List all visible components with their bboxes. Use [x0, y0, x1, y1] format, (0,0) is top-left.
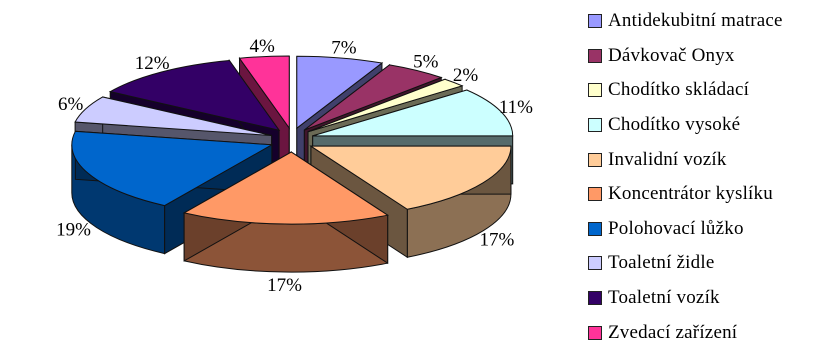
- slice-label-choditko-vysoke: 11%: [499, 97, 533, 118]
- legend-swatch: [588, 152, 602, 167]
- legend-swatch: [588, 83, 602, 98]
- legend-item-toaletni-vozik: Toaletní vozík: [588, 281, 828, 316]
- legend-swatch: [588, 325, 602, 340]
- legend-label: Toaletní vozík: [608, 287, 720, 309]
- slice-label-polohovaci-luzko: 19%: [56, 219, 91, 240]
- slice-label-toaletni-zidle: 6%: [58, 94, 84, 115]
- legend-label: Chodítko vysoké: [608, 114, 741, 136]
- legend-label: Antidekubitní matrace: [608, 10, 783, 32]
- legend-item-toaletni-zidle: Toaletní židle: [588, 246, 828, 281]
- pie-slice-koncentrator-kysliku: [182, 151, 389, 273]
- slice-label-davkovac-onyx: 5%: [413, 52, 439, 73]
- legend-label: Chodítko skládací: [608, 79, 750, 101]
- legend-item-davkovac-onyx: Dávkovač Onyx: [588, 39, 828, 74]
- legend-swatch: [588, 187, 602, 202]
- legend-swatch: [588, 221, 602, 236]
- legend-item-choditko-skladaci: Chodítko skládací: [588, 73, 828, 108]
- legend-label: Toaletní židle: [608, 252, 715, 274]
- legend-item-polohovaci-luzko: Polohovací lůžko: [588, 212, 828, 247]
- legend-swatch: [588, 118, 602, 133]
- slice-label-koncentrator-kysliku: 17%: [267, 275, 302, 296]
- legend-label: Koncentrátor kyslíku: [608, 183, 773, 205]
- legend-label: Invalidní vozík: [608, 148, 727, 170]
- legend-item-antidekubitni-matrace: Antidekubitní matrace: [588, 4, 828, 39]
- slice-label-antidekubitni-matrace: 7%: [331, 38, 357, 59]
- legend-swatch: [588, 291, 602, 306]
- legend-swatch: [588, 14, 602, 29]
- legend-label: Zvedací zařízení: [608, 321, 738, 343]
- slice-label-invalidni-vozik: 17%: [479, 230, 514, 251]
- legend-swatch: [588, 256, 602, 271]
- slice-label-choditko-skladaci: 2%: [453, 65, 479, 86]
- pie-plot: 7% 5% 2% 11% 17% 17% 19% 6% 12% 4%: [56, 36, 533, 296]
- legend-item-invalidni-vozik: Invalidní vozík: [588, 142, 828, 177]
- legend-label: Dávkovač Onyx: [608, 44, 735, 66]
- legend-label: Polohovací lůžko: [608, 217, 744, 239]
- legend-item-choditko-vysoke: Chodítko vysoké: [588, 108, 828, 143]
- slice-label-zvedaci-zarizeni: 4%: [250, 36, 276, 57]
- legend: Antidekubitní matrace Dávkovač Onyx Chodít…: [588, 4, 828, 350]
- legend-item-zvedaci-zarizeni: Zvedací zařízení: [588, 315, 828, 350]
- legend-item-koncentrator-kysliku: Koncentrátor kyslíku: [588, 177, 828, 212]
- legend-swatch: [588, 48, 602, 63]
- slice-label-toaletni-vozik: 12%: [135, 53, 170, 74]
